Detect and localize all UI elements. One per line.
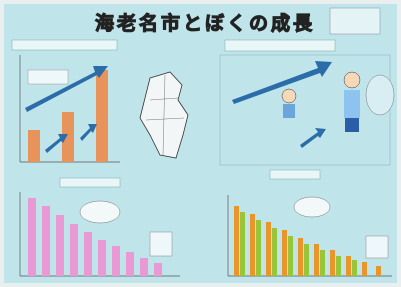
boy-shorts <box>345 118 359 132</box>
bar <box>28 130 40 162</box>
page: 海老名市とぼくの成長 <box>0 0 401 287</box>
boy-face <box>344 72 360 88</box>
poster-photo: 海老名市とぼくの成長 <box>0 0 401 287</box>
panel-heading <box>12 40 117 50</box>
boy-body <box>344 90 360 118</box>
child-face <box>282 89 296 103</box>
speech-bubble <box>80 201 120 223</box>
poster-title: 海老名市とぼくの成長 <box>95 12 315 35</box>
note <box>150 232 172 256</box>
panel-heading <box>225 40 335 51</box>
panel-heading <box>60 178 120 187</box>
note <box>28 70 68 84</box>
bar <box>96 70 108 162</box>
panel-heading <box>270 170 320 179</box>
name-card <box>330 8 380 34</box>
note <box>366 236 388 258</box>
speech-bubble <box>294 197 330 217</box>
speech-bubble <box>366 75 394 115</box>
child-body <box>283 104 295 118</box>
